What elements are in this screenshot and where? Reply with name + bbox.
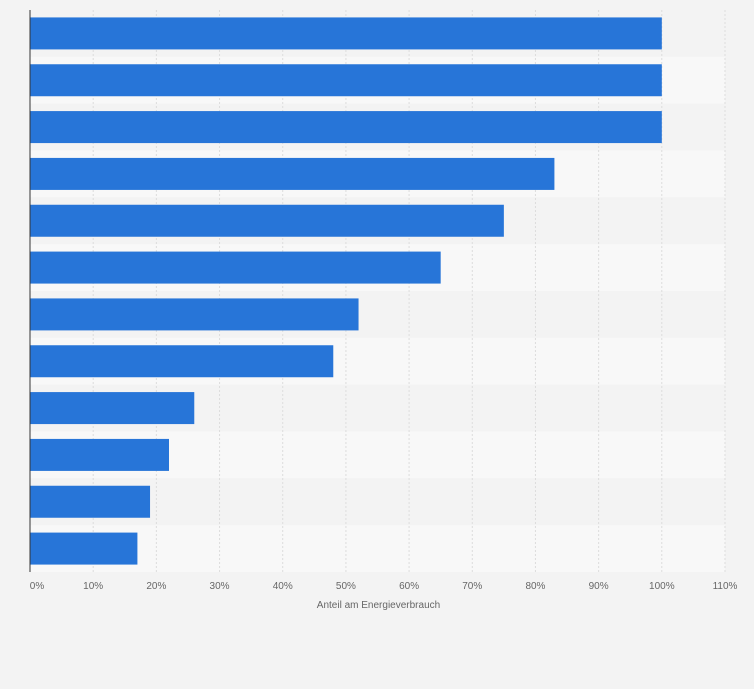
bar: [30, 17, 662, 50]
x-tick-label: 0%: [30, 581, 45, 592]
bar: [30, 298, 359, 331]
bar: [30, 251, 441, 284]
bar: [30, 532, 138, 565]
bars: [30, 17, 662, 565]
bar: [30, 392, 195, 425]
bar: [30, 64, 662, 97]
bar: [30, 485, 151, 518]
bar: [30, 111, 662, 144]
bar: [30, 345, 334, 378]
x-tick-label: 100%: [649, 581, 675, 592]
x-tick-label: 90%: [589, 581, 609, 592]
x-tick-label: 110%: [713, 581, 738, 592]
gridlines: [92, 10, 726, 572]
x-tick-label: 10%: [83, 581, 103, 592]
x-tick-label: 40%: [273, 581, 293, 592]
x-tick-label: 50%: [336, 581, 356, 592]
x-tick-label: 80%: [525, 581, 545, 592]
bar: [30, 438, 169, 471]
row-band: [30, 525, 725, 572]
x-tick-label: 60%: [399, 581, 419, 592]
bar: [30, 157, 555, 190]
x-tick-label: 30%: [210, 581, 230, 592]
x-tick-label: 20%: [146, 581, 166, 592]
x-axis-title: Anteil am Energieverbrauch: [317, 600, 440, 611]
x-tick-label: 70%: [462, 581, 482, 592]
x-axis-ticks: 0% 10% 20% 30% 40% 50% 60% 70% 80% 90% 100% 110%: [30, 581, 738, 592]
bar: [30, 204, 504, 237]
